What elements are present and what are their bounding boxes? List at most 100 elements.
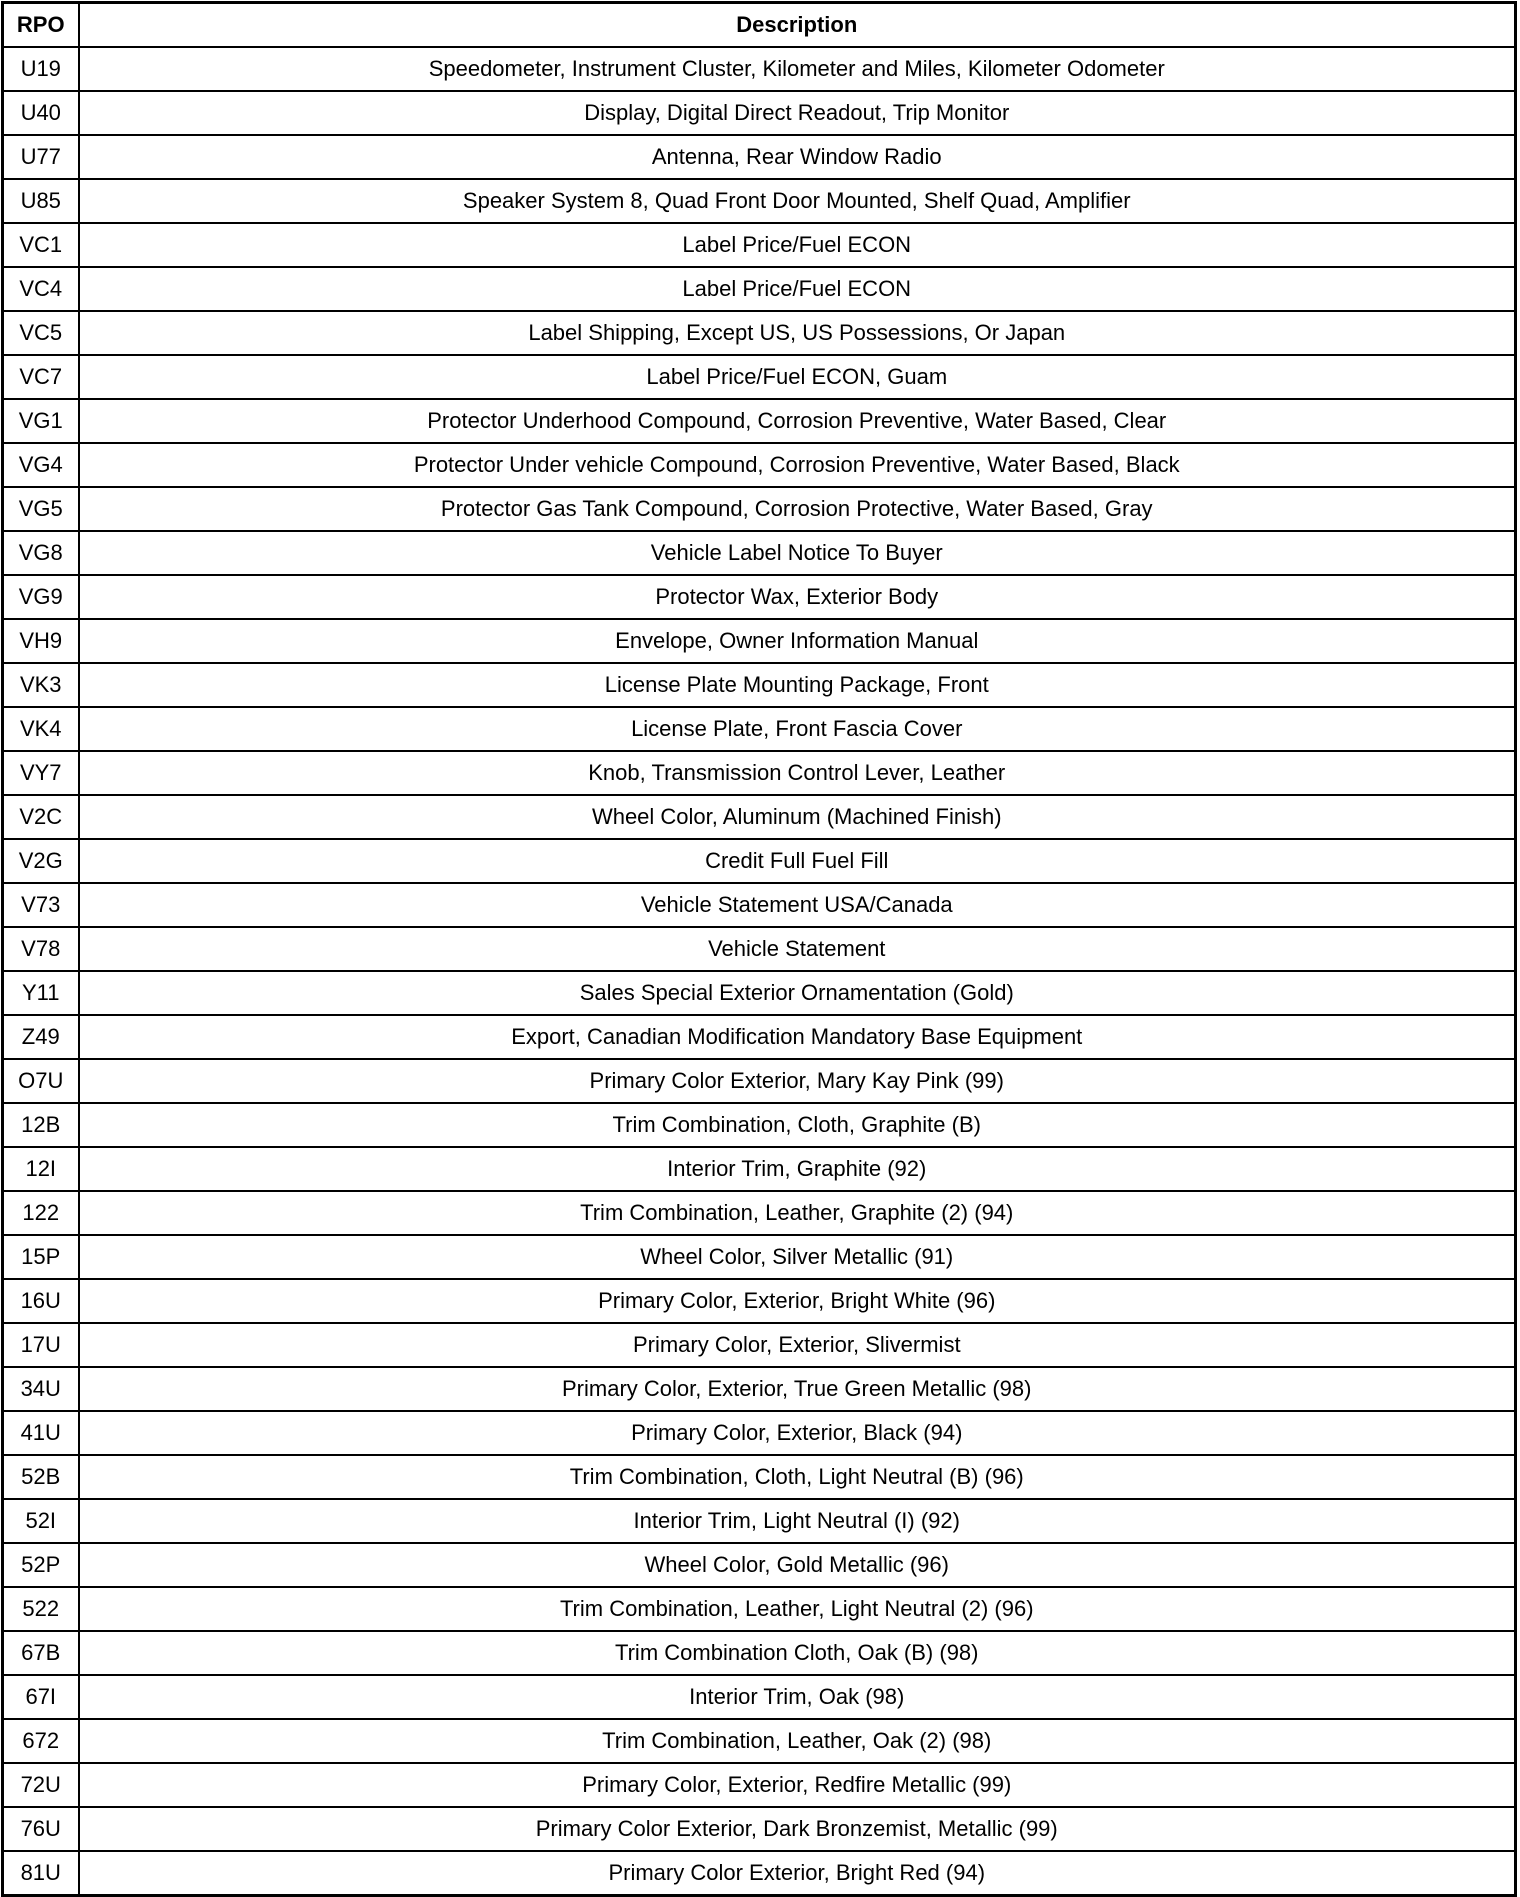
description-cell: Trim Combination, Leather, Graphite (2) …: [77, 1190, 1517, 1236]
table-row: 67B Trim Combination Cloth, Oak (B) (98): [1, 1630, 1517, 1676]
rpo-cell: U85: [1, 178, 80, 224]
rpo-cell: VH9: [1, 618, 80, 664]
description-cell: Trim Combination, Cloth, Graphite (B): [77, 1102, 1517, 1148]
description-cell: Wheel Color, Gold Metallic (96): [77, 1542, 1517, 1588]
rpo-cell: 522: [1, 1586, 80, 1632]
table-row: VG1 Protector Underhood Compound, Corrosi…: [1, 398, 1517, 444]
description-cell: Trim Combination, Cloth, Light Neutral (…: [77, 1454, 1517, 1500]
table-row: Y11 Sales Special Exterior Ornamentation …: [1, 970, 1517, 1016]
description-cell: Protector Wax, Exterior Body: [77, 574, 1517, 620]
rpo-cell: 76U: [1, 1806, 80, 1852]
table-row: 72U Primary Color, Exterior, Redfire Meta…: [1, 1762, 1517, 1808]
rpo-cell: VC5: [1, 310, 80, 356]
description-cell: Interior Trim, Graphite (92): [77, 1146, 1517, 1192]
table-row: VC4 Label Price/Fuel ECON: [1, 266, 1517, 312]
description-cell: Label Price/Fuel ECON: [77, 222, 1517, 268]
table-row: 15P Wheel Color, Silver Metallic (91): [1, 1234, 1517, 1280]
header-row: RPO Description: [1, 1, 1517, 48]
table-row: VC1 Label Price/Fuel ECON: [1, 222, 1517, 268]
table-row: 81U Primary Color Exterior, Bright Red (9…: [1, 1850, 1517, 1897]
table-row: 12I Interior Trim, Graphite (92): [1, 1146, 1517, 1192]
rpo-cell: VG5: [1, 486, 80, 532]
rpo-cell: VG1: [1, 398, 80, 444]
description-cell: Vehicle Statement USA/Canada: [77, 882, 1517, 928]
rpo-cell: U77: [1, 134, 80, 180]
rpo-cell: 52I: [1, 1498, 80, 1544]
table-row: Z49 Export, Canadian Modification Mandato…: [1, 1014, 1517, 1060]
rpo-cell: VC4: [1, 266, 80, 312]
description-cell: Primary Color, Exterior, True Green Meta…: [77, 1366, 1517, 1412]
rpo-cell: 672: [1, 1718, 80, 1764]
description-cell: Primary Color, Exterior, Redfire Metalli…: [77, 1762, 1517, 1808]
description-cell: License Plate Mounting Package, Front: [77, 662, 1517, 708]
rpo-cell: VG8: [1, 530, 80, 576]
table-row: 672 Trim Combination, Leather, Oak (2) (9…: [1, 1718, 1517, 1764]
table-row: VG8 Vehicle Label Notice To Buyer: [1, 530, 1517, 576]
table-row: 41U Primary Color, Exterior, Black (94): [1, 1410, 1517, 1456]
table-row: VG5 Protector Gas Tank Compound, Corrosio…: [1, 486, 1517, 532]
rpo-cell: 34U: [1, 1366, 80, 1412]
table-row: VK3 License Plate Mounting Package, Front: [1, 662, 1517, 708]
table-row: 52P Wheel Color, Gold Metallic (96): [1, 1542, 1517, 1588]
rpo-cell: VK3: [1, 662, 80, 708]
rpo-cell: 16U: [1, 1278, 80, 1324]
description-cell: Primary Color, Exterior, Black (94): [77, 1410, 1517, 1456]
description-cell: Primary Color Exterior, Bright Red (94): [77, 1850, 1517, 1897]
table-row: VG9 Protector Wax, Exterior Body: [1, 574, 1517, 620]
rpo-cell: 15P: [1, 1234, 80, 1280]
description-cell: Primary Color, Exterior, Slivermist: [77, 1322, 1517, 1368]
table-row: VH9 Envelope, Owner Information Manual: [1, 618, 1517, 664]
description-cell: Label Shipping, Except US, US Possession…: [77, 310, 1517, 356]
description-cell: Primary Color Exterior, Dark Bronzemist,…: [77, 1806, 1517, 1852]
description-cell: Export, Canadian Modification Mandatory …: [77, 1014, 1517, 1060]
description-cell: Label Price/Fuel ECON, Guam: [77, 354, 1517, 400]
table-row: O7U Primary Color Exterior, Mary Kay Pink…: [1, 1058, 1517, 1104]
description-cell: Credit Full Fuel Fill: [77, 838, 1517, 884]
description-cell: Vehicle Label Notice To Buyer: [77, 530, 1517, 576]
rpo-cell: VC1: [1, 222, 80, 268]
table-row: U40 Display, Digital Direct Readout, Trip…: [1, 90, 1517, 136]
description-cell: Wheel Color, Aluminum (Machined Finish): [77, 794, 1517, 840]
rpo-cell: 52P: [1, 1542, 80, 1588]
rpo-cell: V2G: [1, 838, 80, 884]
rpo-cell: 41U: [1, 1410, 80, 1456]
rpo-cell: Z49: [1, 1014, 80, 1060]
table-row: 34U Primary Color, Exterior, True Green M…: [1, 1366, 1517, 1412]
table-row: 67I Interior Trim, Oak (98): [1, 1674, 1517, 1720]
table-row: U85 Speaker System 8, Quad Front Door Mou…: [1, 178, 1517, 224]
description-cell: Vehicle Statement: [77, 926, 1517, 972]
table-row: V73 Vehicle Statement USA/Canada: [1, 882, 1517, 928]
description-cell: Trim Combination, Leather, Light Neutral…: [77, 1586, 1517, 1632]
table-row: U77 Antenna, Rear Window Radio: [1, 134, 1517, 180]
rpo-cell: Y11: [1, 970, 80, 1016]
rpo-cell: 72U: [1, 1762, 80, 1808]
description-cell: Envelope, Owner Information Manual: [77, 618, 1517, 664]
table-row: 52B Trim Combination, Cloth, Light Neutra…: [1, 1454, 1517, 1500]
rpo-cell: 67I: [1, 1674, 80, 1720]
description-cell: Interior Trim, Light Neutral (I) (92): [77, 1498, 1517, 1544]
table-row: 16U Primary Color, Exterior, Bright White…: [1, 1278, 1517, 1324]
table-row: 52I Interior Trim, Light Neutral (I) (92): [1, 1498, 1517, 1544]
description-cell: Primary Color Exterior, Mary Kay Pink (9…: [77, 1058, 1517, 1104]
rpo-cell: VC7: [1, 354, 80, 400]
rpo-cell: 122: [1, 1190, 80, 1236]
rpo-cell: VG9: [1, 574, 80, 620]
description-cell: Trim Combination, Leather, Oak (2) (98): [77, 1718, 1517, 1764]
description-cell: Knob, Transmission Control Lever, Leathe…: [77, 750, 1517, 796]
table-row: 17U Primary Color, Exterior, Slivermist: [1, 1322, 1517, 1368]
description-cell: Speedometer, Instrument Cluster, Kilomet…: [77, 46, 1517, 92]
rpo-cell: 12I: [1, 1146, 80, 1192]
description-cell: Trim Combination Cloth, Oak (B) (98): [77, 1630, 1517, 1676]
description-cell: Speaker System 8, Quad Front Door Mounte…: [77, 178, 1517, 224]
header-description: Description: [77, 1, 1517, 48]
rpo-cell: VG4: [1, 442, 80, 488]
table-row: 12B Trim Combination, Cloth, Graphite (B): [1, 1102, 1517, 1148]
rpo-cell: V2C: [1, 794, 80, 840]
table-row: V2C Wheel Color, Aluminum (Machined Finis…: [1, 794, 1517, 840]
rpo-cell: 52B: [1, 1454, 80, 1500]
description-cell: Primary Color, Exterior, Bright White (9…: [77, 1278, 1517, 1324]
description-cell: Label Price/Fuel ECON: [77, 266, 1517, 312]
table-row: U19 Speedometer, Instrument Cluster, Kilo…: [1, 46, 1517, 92]
description-cell: License Plate, Front Fascia Cover: [77, 706, 1517, 752]
